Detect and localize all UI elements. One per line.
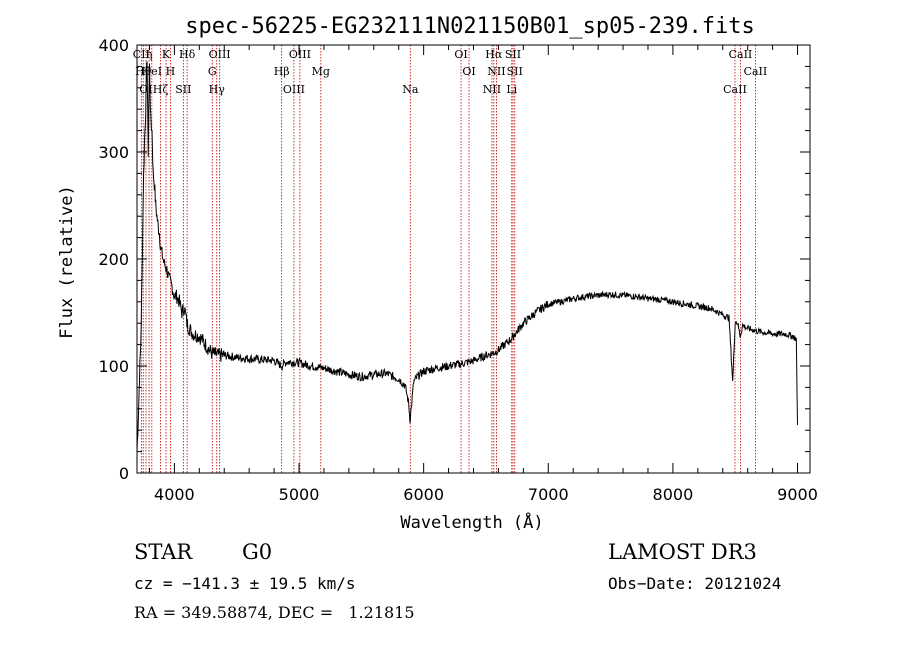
line-label: η	[146, 48, 153, 61]
coordinates-readout: RA = 349.58874, DEC = 1.21815	[134, 603, 415, 622]
line-label: HeI	[142, 65, 162, 78]
line-label: SII	[175, 83, 191, 96]
line-label: OIII	[289, 48, 311, 61]
line-label: K	[162, 48, 171, 61]
survey-name: LAMOST DR3	[608, 540, 757, 564]
line-label: CaII	[744, 65, 768, 78]
chart-title: spec-56225-EG232111N021150B01_sp05-239.f…	[185, 14, 755, 39]
line-label: Na	[402, 83, 419, 96]
line-label: Hδ	[179, 48, 196, 61]
line-label: SII	[507, 65, 523, 78]
x-tick-label: 4000	[154, 485, 195, 504]
spectral-subclass: G0	[242, 540, 273, 564]
y-tick-label: 300	[98, 143, 129, 162]
y-axis-label: Flux (relative)	[57, 185, 77, 339]
y-tick-label: 400	[98, 36, 129, 55]
spectral-line-labels: CIIHθOIηHeIHζKHSIIHδGHγOIIIHβOIIIOIIIMgN…	[133, 48, 767, 96]
x-tick-label: 5000	[279, 485, 320, 504]
y-tick-label: 100	[98, 357, 129, 376]
line-label: Hζ	[153, 83, 169, 96]
plot-frame	[136, 44, 811, 474]
spectral-class: STAR	[134, 540, 193, 564]
spectral-line-markers	[140, 45, 756, 473]
line-label: OI	[454, 48, 467, 61]
line-label: G	[208, 65, 217, 78]
line-label: Hβ	[274, 65, 290, 78]
x-axis-label: Wavelength (Å)	[400, 511, 543, 533]
spectrum-series	[136, 61, 798, 452]
line-label: SII	[505, 48, 521, 61]
line-label: NII	[487, 65, 505, 78]
y-tick-label: 200	[98, 250, 129, 269]
line-label: CaII	[723, 83, 747, 96]
x-tick-label: 7000	[528, 485, 569, 504]
x-tick-label: 8000	[653, 485, 694, 504]
axes: 4000 5000 6000 7000 8000 9000 0 100 200 300 400	[98, 36, 817, 504]
observation-date: Obs−Date: 20121024	[608, 574, 782, 593]
line-label: OIII	[283, 83, 305, 96]
line-label: Mg	[312, 65, 330, 78]
line-label: OI	[462, 65, 475, 78]
line-label: NII	[483, 83, 501, 96]
line-label: CaII	[729, 48, 753, 61]
y-tick-label: 0	[119, 464, 129, 483]
line-label: OIII	[209, 48, 231, 61]
x-tick-label: 9000	[777, 485, 818, 504]
line-label: Hα	[485, 48, 503, 61]
line-label: Hγ	[209, 83, 226, 96]
x-tick-label: 6000	[403, 485, 444, 504]
line-label: Li	[506, 83, 517, 96]
line-label: H	[166, 65, 176, 78]
redshift-readout: cz = −141.3 ± 19.5 km/s	[134, 574, 356, 593]
